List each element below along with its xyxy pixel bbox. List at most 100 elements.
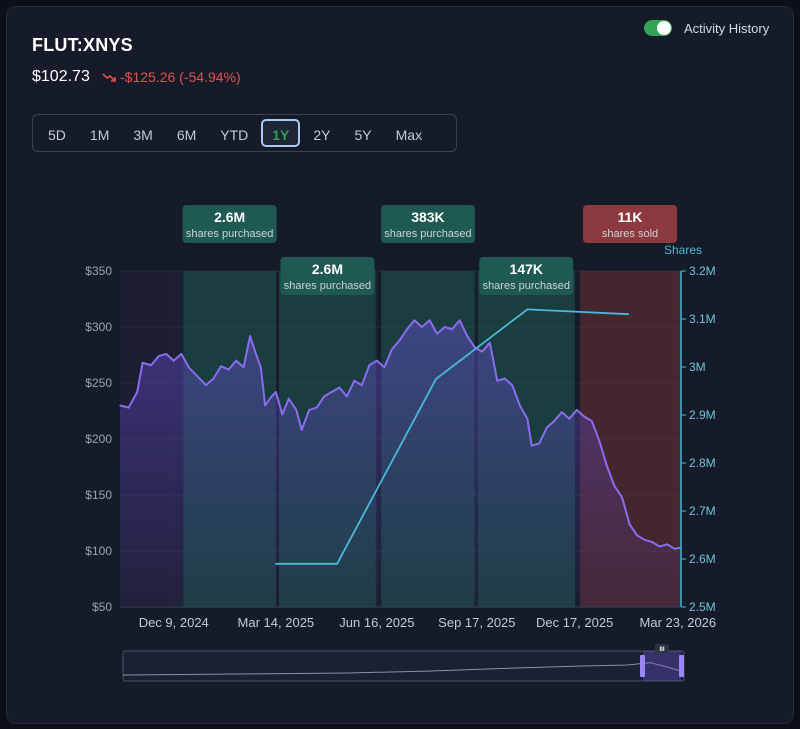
price-series-line	[119, 319, 681, 550]
range-button-2y[interactable]: 2Y	[313, 127, 331, 143]
y-right-tick-label: 2.6M	[689, 552, 716, 566]
price-point	[205, 384, 207, 386]
activity-callout-label: shares purchased	[483, 280, 570, 292]
y-left-tick-label: $100	[85, 544, 112, 558]
range-button-ytd[interactable]: YTD	[220, 127, 249, 143]
y-right-tick-label: 2.8M	[689, 456, 716, 470]
range-navigator[interactable]: III	[122, 644, 685, 682]
price-point	[323, 395, 325, 398]
shares-point	[336, 563, 338, 565]
x-tick-label: Dec 17, 2025	[536, 615, 613, 630]
price-point	[227, 368, 230, 371]
price-point	[253, 348, 255, 350]
price-point	[504, 377, 506, 380]
price-point	[127, 407, 130, 409]
price-point	[436, 333, 438, 335]
activity-history-label: Activity History	[684, 20, 770, 36]
price-change: -$125.26 (-54.94%)	[102, 69, 241, 85]
y-left-tick-label: $250	[85, 376, 112, 390]
price-area	[120, 320, 680, 607]
navigator-window	[643, 651, 681, 681]
price-point	[496, 380, 498, 382]
price-point	[119, 404, 121, 406]
price-point	[481, 351, 483, 353]
price-point	[666, 543, 668, 545]
range-button-5d[interactable]: 5D	[48, 127, 66, 143]
activity-callout-value: 11K	[618, 209, 643, 225]
shares-point	[435, 378, 437, 380]
price-point	[376, 360, 378, 362]
price-point	[180, 353, 182, 355]
price-point	[583, 416, 585, 418]
price-point	[636, 534, 638, 536]
x-tick-label: Dec 9, 2024	[139, 615, 209, 630]
range-button-max[interactable]: Max	[395, 127, 423, 143]
price-point	[674, 548, 676, 550]
price-point	[212, 377, 215, 380]
price-point	[197, 376, 200, 378]
activity-history-toggle[interactable]	[644, 20, 672, 36]
x-tick-label: Mar 14, 2025	[238, 615, 315, 630]
price-point	[643, 539, 646, 541]
activity-callout-box	[182, 205, 277, 243]
price-point	[281, 413, 283, 415]
activity-callout-value: 2.6M	[214, 209, 245, 225]
price-point	[421, 326, 423, 328]
navigator-series	[122, 662, 685, 676]
price-point	[553, 420, 555, 422]
activity-callout-box	[583, 205, 678, 243]
y-left-tick-label: $50	[92, 600, 112, 614]
price-point	[264, 404, 266, 406]
price-point	[561, 411, 563, 413]
price-point	[383, 366, 386, 368]
range-button-1m[interactable]: 1M	[89, 127, 110, 143]
activity-callout-box	[380, 205, 475, 243]
price-point	[413, 319, 416, 321]
price-point	[260, 366, 262, 368]
price-point	[406, 328, 408, 330]
chart-lines	[119, 308, 681, 565]
range-button-5y[interactable]: 5Y	[354, 127, 372, 143]
navigator-grip	[655, 644, 669, 653]
price-point	[173, 360, 175, 362]
activity-callout-value: 383K	[411, 209, 444, 225]
activity-callout-box	[280, 257, 375, 295]
y-right-tick-label: 3M	[689, 360, 706, 374]
price-point	[658, 545, 661, 548]
range-button-1y[interactable]: 1Y	[261, 119, 301, 147]
price-point	[451, 328, 453, 330]
activity-callout-value: 2.6M	[312, 261, 343, 277]
current-price: $102.73	[32, 68, 90, 85]
trend-down-icon	[102, 73, 116, 82]
navigator-handle-right	[679, 655, 684, 677]
range-button-3m[interactable]: 3M	[133, 127, 153, 143]
range-button-6m[interactable]: 6M	[176, 127, 197, 143]
price-point	[428, 319, 431, 321]
price-point	[235, 360, 237, 362]
price-point	[270, 395, 273, 398]
activity-callout-label: shares purchased	[186, 228, 273, 240]
price-point	[301, 429, 303, 431]
y-left-tick-label: $150	[85, 488, 112, 502]
price-point	[606, 465, 608, 467]
price-point	[361, 384, 363, 386]
price-point	[158, 355, 160, 357]
price-point	[150, 364, 152, 366]
price-point	[331, 391, 333, 393]
price-point	[275, 391, 277, 393]
activity-history-control: Activity History	[644, 20, 769, 36]
chart-axes: $350 $300 $250 $200 $150 $100 $50 Dec 9, 2024 Ma…	[85, 243, 716, 630]
x-tick-label: Jun 16, 2025	[339, 615, 414, 630]
navigator-grip-label: III	[659, 647, 664, 653]
x-tick-label: Sep 17, 2025	[438, 615, 515, 630]
x-tick-label: Mar 23, 2026	[640, 615, 717, 630]
price-point	[165, 353, 167, 355]
price-point	[651, 541, 653, 543]
activity-callout-box	[479, 257, 574, 295]
price-point	[398, 339, 401, 342]
y-right-axis-label: Shares	[664, 243, 702, 257]
activity-callout-label: shares purchased	[284, 280, 371, 292]
y-left-tick-label: $200	[85, 432, 112, 446]
price-point	[353, 380, 355, 382]
